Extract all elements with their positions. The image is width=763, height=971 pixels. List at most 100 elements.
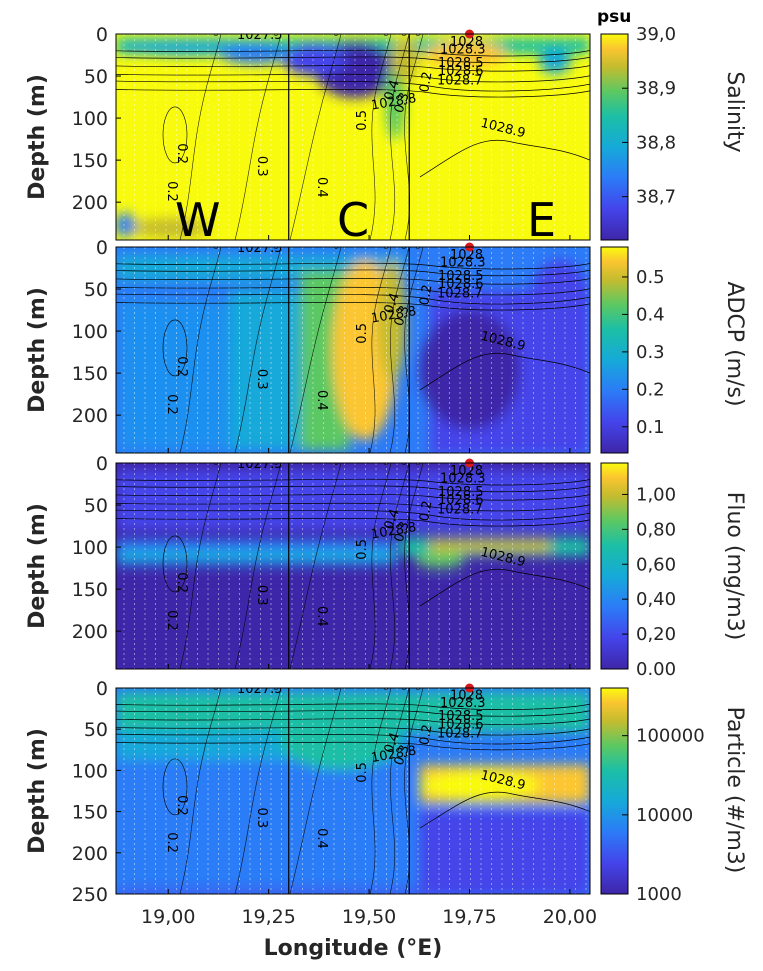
colorbar-tick-label: 39,0 — [636, 24, 676, 45]
overlay-panel-particle: 1027.5 10281028.31028.51028.61028.71028.8… — [116, 688, 590, 894]
contour-label-0-3-b: 0.3 — [392, 520, 413, 545]
axes-frame-adcp — [115, 246, 591, 454]
velocity-contour — [234, 688, 282, 894]
contour-label-1028-7: 1028.7 — [437, 73, 483, 88]
y-tick-label: 50 — [84, 719, 108, 741]
contour-label-0-4: 0.4 — [314, 606, 329, 627]
region-label-c: C — [337, 193, 369, 247]
isopycnal-contour — [116, 727, 590, 736]
panel-adcp — [116, 247, 590, 453]
isopycnal-contour — [116, 64, 590, 72]
y-axis-label-adcp: Depth (m) — [25, 287, 50, 413]
contour-label-1028-6: 1028.6 — [438, 493, 484, 508]
y-tick-label: 100 — [72, 760, 108, 782]
isopycnal-contour — [116, 493, 590, 501]
contour-label-1028: 1028 — [450, 464, 483, 479]
y-tick-label: 250 — [72, 884, 108, 906]
velocity-contour — [369, 463, 392, 669]
isopycnal-contour — [116, 73, 590, 83]
velocity-contour — [234, 34, 282, 240]
isopycnal-contour — [116, 478, 590, 486]
y-tick-label: 0 — [96, 453, 108, 475]
y-tick-label: 150 — [72, 150, 108, 172]
contour-label-1028-3: 1028.3 — [440, 255, 486, 270]
axes-frame-particle — [115, 687, 591, 895]
y-axis-label-salinity: Depth (m) — [25, 74, 50, 200]
contour-label-0-2-b: 0.2 — [417, 71, 435, 94]
axes-frames — [115, 33, 591, 895]
colorbar-tick-label: 1,00 — [636, 484, 676, 505]
isopycnal-contour — [116, 741, 590, 751]
contour-label-0-2: 0.2 — [174, 143, 189, 164]
colorbar-tick-label: 38,8 — [636, 132, 676, 153]
x-tick-label: 20,00 — [543, 906, 597, 928]
colorbar-label-adcp: ADCP (m/s) — [722, 281, 747, 406]
y-tick-label: 150 — [72, 802, 108, 824]
colorbar-tick-label: 0,80 — [636, 519, 676, 540]
colorbar-tick-label: 0,20 — [636, 624, 676, 645]
contour-label-0-5: 0.5 — [355, 762, 370, 783]
contour-label-1028-3: 1028.3 — [440, 471, 486, 486]
isopycnal-contour-1028-9 — [419, 352, 590, 391]
velocity-contour — [234, 247, 282, 453]
colorbar-label-particle: Particle (#/m3) — [722, 707, 747, 874]
x-tick-label: 19,75 — [442, 906, 496, 928]
contour-label-1028-5: 1028.5 — [438, 269, 484, 284]
x-tick-label: 19,25 — [241, 906, 295, 928]
colorbar-tick-label: 38,7 — [636, 187, 676, 208]
region-label-e: E — [527, 193, 556, 247]
velocity-contour-closed — [162, 758, 188, 816]
isopycnal-contour — [116, 56, 590, 64]
velocity-contour — [389, 688, 410, 894]
colorbar-tick-label: 0.3 — [636, 342, 665, 363]
contour-label-0-3: 0.3 — [254, 369, 269, 390]
y-tick-label: 100 — [72, 321, 108, 343]
contour-label-1027-5: 1027.5 — [237, 457, 283, 472]
isopycnal-contour — [116, 286, 590, 296]
colorbar-adcp — [600, 246, 629, 454]
isopycnal-contour — [116, 718, 590, 725]
contour-label-0-2: 0.2 — [164, 610, 179, 631]
velocity-contour-closed — [162, 319, 188, 377]
region-labels: W C E — [175, 193, 556, 247]
contour-label-0-2: 0.2 — [164, 181, 179, 202]
panel-fluo — [116, 463, 590, 669]
colorbar-tick-label: 1000 — [636, 884, 682, 905]
y-tick-label: 100 — [72, 108, 108, 130]
isopycnal-contour — [116, 89, 590, 98]
contour-label-0-5: 0.5 — [355, 110, 370, 131]
colorbar-tick-label: 0.2 — [636, 379, 665, 400]
contour-label-0-3: 0.3 — [254, 156, 269, 177]
axes-frame-salinity — [115, 33, 591, 241]
overlay-panel-salinity: 1027.5 10281028.31028.51028.61028.71028.8… — [116, 34, 590, 240]
y-tick-label: 0 — [96, 24, 108, 46]
salinity-field — [116, 34, 590, 240]
y-tick-label: 200 — [72, 843, 108, 865]
contour-label-0-2: 0.2 — [174, 356, 189, 377]
velocity-contour — [179, 688, 222, 894]
colorbar-fluo — [600, 462, 629, 670]
y-axis-label-particle: Depth (m) — [25, 728, 50, 854]
contour-label-0-5: 0.5 — [355, 539, 370, 560]
y-tick-label: 100 — [72, 537, 108, 559]
contour-label-0-3-b: 0.3 — [392, 743, 413, 768]
adcp-field — [116, 247, 590, 453]
x-axis-label: Longitude (°E) — [264, 936, 443, 961]
region-label-w: W — [175, 193, 220, 247]
contour-label-1028-3: 1028.3 — [440, 696, 486, 711]
contour-label-1027-5: 1027.5 — [237, 241, 283, 256]
contour-label-1028-5: 1028.5 — [438, 709, 484, 724]
y-tick-label: 150 — [72, 363, 108, 385]
colorbar-tick-label: 0,40 — [636, 589, 676, 610]
isopycnal-contour — [116, 293, 590, 305]
y-tick-label: 50 — [84, 66, 108, 88]
contour-label-0-2-b: 0.2 — [417, 500, 435, 523]
colorbar-tick-label: 0.1 — [636, 417, 665, 438]
contour-label-0-4-b: 0.4 — [382, 78, 403, 103]
tick-layer: 0 50 100 150 200 39,0 38,9 38,8 38,7 0 50 100 150 200… — [72, 24, 705, 928]
isopycnal-contour — [116, 49, 590, 57]
contour-label-1028: 1028 — [450, 689, 483, 704]
velocity-contour — [289, 34, 342, 240]
isopycnal-contour-1028-9 — [419, 568, 590, 607]
